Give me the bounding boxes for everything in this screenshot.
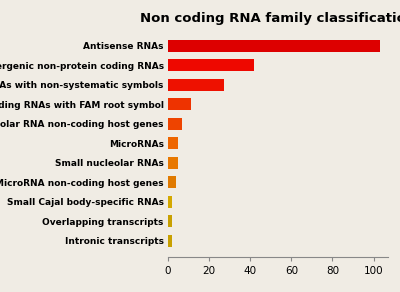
Bar xyxy=(168,59,254,71)
Bar xyxy=(168,79,224,91)
Bar xyxy=(168,39,380,52)
Bar xyxy=(168,234,172,247)
Bar xyxy=(168,215,172,227)
Title: Non coding RNA family classification: Non coding RNA family classification xyxy=(140,12,400,25)
Bar xyxy=(168,157,178,168)
Bar xyxy=(168,137,178,149)
Bar xyxy=(168,118,182,130)
Bar xyxy=(168,196,172,208)
Bar xyxy=(168,98,191,110)
Bar xyxy=(168,176,176,188)
